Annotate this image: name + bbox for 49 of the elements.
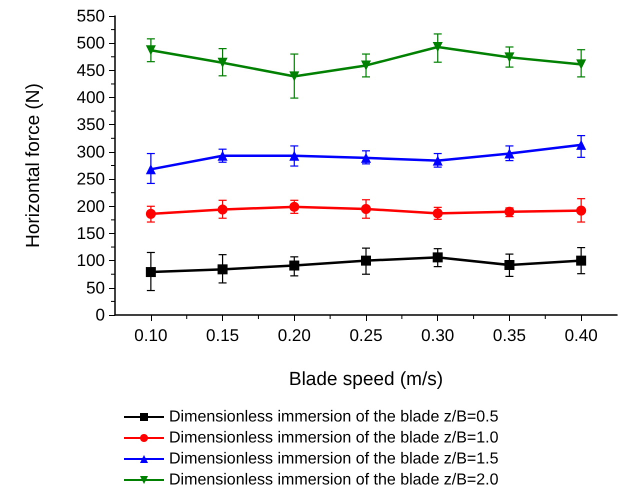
- point: [504, 148, 514, 159]
- point: [504, 52, 514, 62]
- point: [361, 60, 371, 70]
- y-tick-label: 100: [76, 251, 105, 270]
- x-tick-label: 0.25: [349, 326, 383, 345]
- y-tick-label: 150: [76, 224, 105, 243]
- y-tick-label: 250: [76, 170, 105, 189]
- point: [146, 164, 156, 174]
- y-tick-label: 50: [86, 278, 105, 298]
- point: [218, 264, 228, 274]
- point: [361, 204, 371, 214]
- point: [218, 204, 228, 215]
- point: [361, 152, 371, 163]
- legend-label: Dimensionless immersion of the blade z/B=0.5: [169, 408, 499, 426]
- legend-label: Dimensionless immersion of the blade z/B=2.0: [169, 472, 499, 488]
- y-tick-label: 450: [76, 60, 105, 80]
- y-tick-label: 0: [96, 306, 105, 324]
- point: [432, 252, 443, 262]
- x-tick-label: 0.15: [206, 326, 240, 345]
- point: [218, 58, 228, 68]
- y-tick-label: 400: [76, 88, 105, 108]
- point: [146, 267, 156, 278]
- point: [146, 45, 156, 56]
- point: [361, 256, 371, 266]
- y-tick-label: 300: [76, 142, 105, 162]
- point: [576, 140, 586, 150]
- point: [146, 208, 156, 219]
- x-tick-label: 0.10: [134, 326, 168, 345]
- x-tick-label: 0.20: [278, 326, 311, 345]
- point: [576, 59, 586, 70]
- point: [576, 206, 586, 216]
- point: [576, 256, 586, 266]
- point: [289, 260, 300, 271]
- legend-label: Dimensionless immersion of the blade z/B=1.5: [169, 450, 499, 468]
- point: [432, 42, 443, 52]
- point: [289, 71, 300, 82]
- point: [504, 260, 514, 270]
- x-axis-title: Blade speed (m/s): [288, 369, 444, 390]
- x-tick-label: 0.30: [421, 326, 454, 345]
- x-tick-label: 0.40: [564, 326, 598, 345]
- legend-label: Dimensionless immersion of the blade z/B=1.0: [169, 430, 499, 446]
- point: [432, 156, 443, 166]
- y-tick-label: 500: [76, 34, 105, 53]
- y-tick-label: 350: [76, 115, 105, 134]
- y-axis-title: Horizontal force (N): [23, 83, 44, 248]
- point: [289, 150, 300, 161]
- y-tick-label: 200: [76, 196, 105, 216]
- y-tick-label: 550: [76, 6, 105, 26]
- x-tick-label: 0.35: [492, 326, 526, 345]
